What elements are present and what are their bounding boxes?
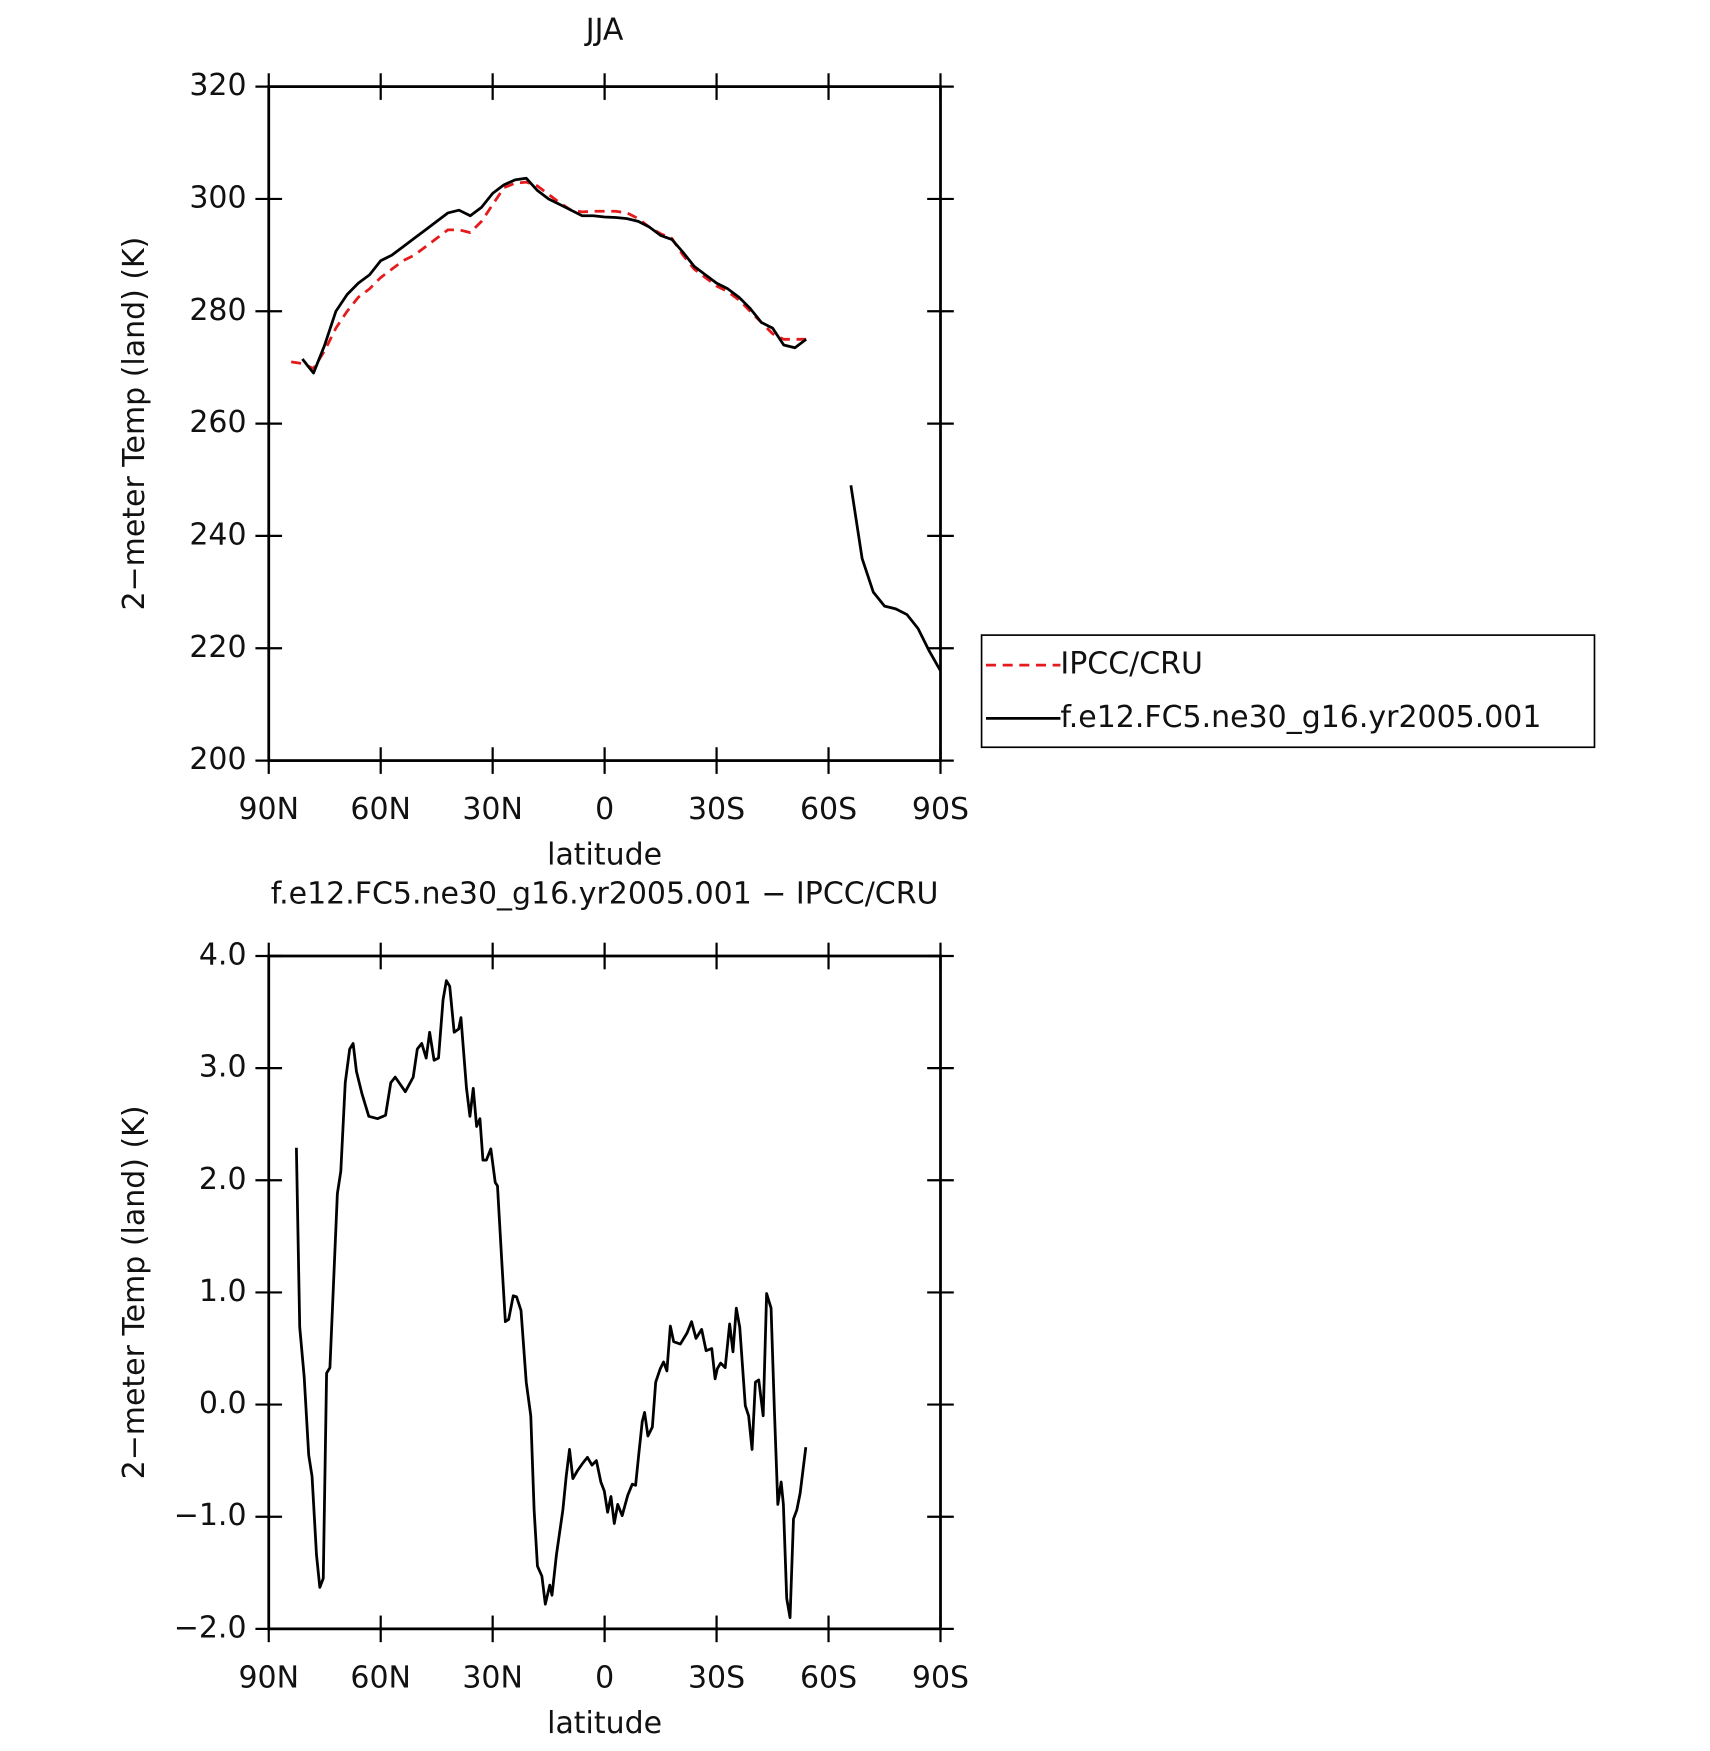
y-tick-label: 1.0 [199,1274,247,1309]
plot-frame [267,954,942,1631]
x-tick-label: 90N [238,792,299,827]
y-tick-label: 3.0 [199,1050,247,1085]
x-axis-label: latitude [547,838,662,873]
chart-title: f.e12.FC5.ne30_g16.yr2005.001 − IPCC/CRU [271,876,939,911]
y-tick-label: 200 [189,742,246,777]
x-tick-label: 90S [912,1660,969,1695]
y-tick-label: 2.0 [199,1162,247,1197]
chart-title: JJA [584,13,624,48]
x-tick-label: 30S [688,1660,745,1695]
x-tick-label: 0 [595,1660,614,1695]
x-tick-label: 90N [238,1660,299,1695]
y-tick-label: 260 [189,405,246,440]
data-line [301,176,942,672]
y-tick-label: −1.0 [174,1498,247,1533]
y-tick-label: 0.0 [199,1386,247,1421]
x-tick-label: 30N [462,1660,523,1695]
x-tick-label: 30S [688,792,745,827]
y-tick-label: 4.0 [199,937,247,972]
data-line [290,180,807,370]
plot-frame [267,85,942,762]
legend-label: f.e12.FC5.ne30_g16.yr2005.001 [1060,700,1541,735]
y-tick-label: 320 [189,68,246,103]
x-tick-label: 30N [462,792,523,827]
x-tick-label: 90S [912,792,969,827]
legend-label: IPCC/CRU [1060,647,1203,682]
data-line [295,979,808,1620]
x-tick-label: 60N [350,792,411,827]
y-axis-label: 2−meter Temp (land) (K) [117,237,152,611]
x-tick-label: 60S [800,1660,857,1695]
x-tick-label: 0 [595,792,614,827]
x-tick-label: 60N [350,1660,411,1695]
y-tick-label: −2.0 [174,1610,247,1645]
legend-box [980,634,1596,749]
y-tick-label: 300 [189,180,246,215]
y-tick-label: 280 [189,293,246,328]
x-tick-label: 60S [800,792,857,827]
y-tick-label: 240 [189,517,246,552]
y-axis-label: 2−meter Temp (land) (K) [117,1105,152,1479]
y-tick-label: 220 [189,630,246,665]
x-axis-label: latitude [547,1706,662,1741]
